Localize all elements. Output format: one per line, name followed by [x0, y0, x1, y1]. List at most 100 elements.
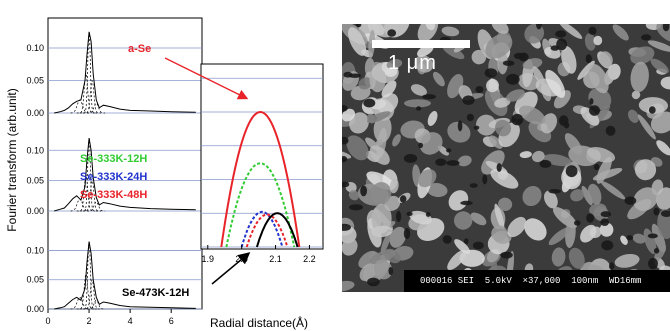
sem-grain — [427, 110, 438, 127]
sem-grain — [373, 259, 393, 280]
sem-pore — [446, 148, 452, 153]
sem-grain — [637, 114, 656, 140]
sem-pore — [600, 211, 612, 218]
sem-pore — [593, 163, 600, 171]
sem-grain — [631, 90, 641, 100]
sem-grain — [565, 219, 576, 248]
sem-grain — [561, 45, 577, 74]
sem-grain — [414, 55, 434, 73]
sem-pore — [555, 30, 567, 38]
sem-pore — [647, 233, 658, 239]
sem-grain — [417, 169, 437, 188]
inset-xtick-label: 2.2 — [303, 254, 316, 264]
sem-pore — [589, 98, 594, 105]
sem-pore — [484, 68, 498, 78]
sem-pore — [464, 238, 469, 245]
sem-grain — [519, 151, 532, 159]
sem-grain — [491, 24, 509, 35]
sem-pore — [502, 60, 515, 66]
sem-grain — [471, 49, 487, 65]
sem-grain — [522, 58, 543, 70]
sem-pore — [648, 106, 656, 114]
fit-component-1-4 — [87, 201, 106, 212]
sem-pore — [482, 174, 488, 185]
sem-pore — [505, 73, 520, 85]
sem-grain — [494, 203, 505, 230]
sem-pore — [605, 125, 616, 136]
sem-pore — [387, 29, 397, 37]
sem-grain — [369, 145, 390, 165]
sem-pore — [460, 200, 473, 206]
sem-grain — [381, 80, 397, 98]
sem-grain — [342, 280, 355, 292]
sem-pore — [586, 213, 594, 223]
series-label-3: Se-333K-48H — [80, 189, 147, 201]
sem-pore — [403, 228, 411, 240]
sem-pore — [653, 207, 660, 216]
sem-grain — [358, 77, 373, 90]
sem-grain — [369, 249, 397, 265]
sem-info-bar: 000016 SEI 5.0kV ×37,000 100nm WD16mm — [420, 276, 642, 286]
sem-grain — [564, 133, 583, 155]
sem-grain — [553, 90, 571, 109]
inset-curve-a-Se — [220, 110, 301, 248]
sem-grain — [392, 134, 401, 147]
sem-grain — [599, 51, 613, 68]
inset-curve-Se-333K-48H — [245, 213, 289, 248]
sem-scale-label: 1 μm — [388, 52, 437, 74]
sem-grain — [348, 27, 367, 56]
sem-grain — [371, 225, 393, 238]
sem-grain — [426, 183, 448, 197]
sem-pore — [418, 142, 423, 149]
arrow-se-473k — [211, 252, 251, 285]
ytick-label: 0.10 — [26, 145, 44, 155]
sem-info-background — [404, 270, 670, 292]
ft-line-Se-473K-12H — [54, 241, 196, 310]
ft-chart: 0.00 0.05 0.10 0.00 0.05 0.10 0.00 0.05 0.10 0 2 4 6… — [5, 17, 324, 330]
sem-grain — [389, 178, 399, 194]
xtick-label: 6 — [169, 316, 174, 326]
sem-grain — [448, 190, 469, 211]
xtick-label: 2 — [87, 316, 92, 326]
ytick-label: 0.05 — [26, 76, 44, 86]
sem-grain — [654, 244, 666, 262]
sem-grain — [599, 222, 614, 237]
sem-grain — [548, 227, 571, 246]
sem-grain — [581, 185, 593, 206]
ft-line-Se-333K — [54, 138, 196, 212]
sem-grain — [432, 71, 445, 87]
sem-pore — [446, 160, 460, 166]
sem-pore — [475, 86, 484, 93]
sem-grain — [447, 249, 467, 271]
sem-grain — [589, 226, 602, 239]
sem-grain — [588, 63, 609, 94]
sem-pore — [662, 24, 670, 32]
sem-pore — [355, 24, 362, 28]
sem-grain — [494, 119, 512, 137]
ytick-label: 0.10 — [26, 43, 44, 53]
inset-curve-Se-333K-12H — [225, 162, 296, 248]
sem-grain — [342, 237, 358, 256]
sem-pore — [660, 210, 670, 217]
sem-grain — [485, 33, 513, 59]
sem-pore — [396, 210, 402, 223]
sem-pore — [462, 95, 475, 105]
sem-grain — [498, 197, 513, 211]
sem-grain — [593, 35, 603, 46]
sem-grain — [647, 40, 670, 52]
sem-grain — [630, 46, 655, 65]
ytick-label: 0.05 — [26, 176, 44, 186]
sem-pore — [609, 262, 615, 270]
fit-component-2-0 — [70, 296, 89, 310]
sem-pore — [406, 211, 413, 216]
sem-grain — [612, 24, 629, 41]
ytick-label: 0.00 — [26, 206, 44, 216]
sem-pore — [442, 235, 452, 244]
series-label-2: Se-333K-24H — [80, 171, 147, 183]
ytick-label: 0.00 — [26, 304, 44, 314]
sem-grain — [375, 138, 384, 147]
fit-component-2-4 — [87, 299, 106, 310]
sem-grain — [545, 69, 566, 98]
sem-grain — [447, 121, 471, 143]
